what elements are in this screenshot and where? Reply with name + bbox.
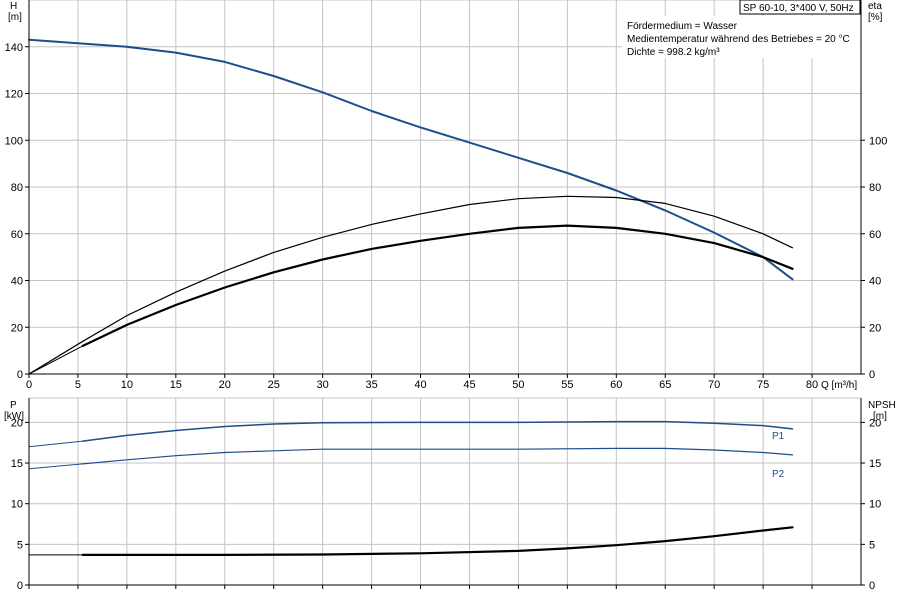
- left-tick-label: 40: [11, 276, 23, 288]
- x-tick-label: 20: [219, 379, 231, 391]
- info-line-temperature: Medientemperatur während des Betriebes =…: [627, 34, 850, 45]
- P1-extension: [28, 440, 84, 448]
- H-curve: [28, 38, 794, 281]
- right-tick-label: 10: [869, 499, 881, 511]
- bottom-left-axis-label-2: [kW]: [4, 411, 24, 422]
- right-tick-label: 40: [869, 276, 881, 288]
- H-curve-extension: [28, 39, 79, 44]
- x-tick-label: 35: [365, 379, 377, 391]
- right-tick-label: 5: [869, 539, 875, 551]
- top-left-axis-label-1: H: [10, 1, 17, 12]
- series-label-p2: P2: [772, 469, 785, 480]
- x-tick-label: 60: [610, 379, 622, 391]
- top-right-axis-label-1: eta: [868, 1, 882, 12]
- title-box-text: SP 60-10, 3*400 V, 50Hz: [743, 3, 854, 14]
- left-tick-label: 20: [11, 322, 23, 334]
- left-tick-label: 15: [11, 458, 23, 470]
- right-tick-label: 60: [869, 229, 881, 241]
- eta-curve-bold: [81, 224, 794, 347]
- NPSH-curve: [81, 526, 794, 557]
- x-tick-label: 15: [170, 379, 182, 391]
- right-tick-label: 80: [869, 182, 881, 194]
- top-panel-series: [28, 38, 794, 375]
- bottom-panel-series: [28, 420, 794, 557]
- left-tick-label: 20: [11, 417, 23, 429]
- left-tick-label: 0: [17, 369, 23, 381]
- top-panel-ticks: 0 5 10 15 20 25 30 35 40 45 50 55 60 65 70 75 80 0 20 40 60 8…: [5, 0, 887, 391]
- left-tick-label: 5: [17, 539, 23, 551]
- eta-curve-thin: [28, 195, 794, 375]
- x-tick-label: 25: [268, 379, 280, 391]
- x-tick-label: 55: [561, 379, 573, 391]
- P2-extension: [28, 463, 84, 470]
- bottom-left-axis-label-1: P: [10, 400, 17, 411]
- right-tick-label: 0: [869, 369, 875, 381]
- info-background: [622, 16, 860, 58]
- left-tick-label: 120: [5, 89, 23, 101]
- info-line-medium: Fördermedium = Wasser: [627, 21, 738, 32]
- title-box: [739, 0, 861, 15]
- left-tick-label: 0: [17, 580, 23, 592]
- left-tick-label: 80: [11, 182, 23, 194]
- right-tick-label: 20: [869, 417, 881, 429]
- x-tick-label: 10: [121, 379, 133, 391]
- bottom-right-axis-label-1: NPSH: [868, 400, 896, 411]
- x-tick-label: 30: [317, 379, 329, 391]
- right-tick-label: 100: [869, 135, 887, 147]
- left-tick-label: 140: [5, 42, 23, 54]
- x-tick-label: 45: [463, 379, 475, 391]
- top-right-axis-label-2: [%]: [868, 12, 883, 23]
- left-tick-label: 100: [5, 135, 23, 147]
- P2-curve: [82, 447, 794, 465]
- x-tick-label: 70: [708, 379, 720, 391]
- info-line-density: Dichte = 998.2 kg/m³: [627, 47, 720, 58]
- x-tick-label: 5: [75, 379, 81, 391]
- bottom-right-axis-label-2: [m]: [873, 411, 887, 422]
- left-tick-label: 10: [11, 499, 23, 511]
- x-axis-label: Q [m³/h]: [821, 380, 857, 391]
- x-tick-label: 50: [512, 379, 524, 391]
- P1-curve: [82, 420, 794, 442]
- right-tick-label: 15: [869, 458, 881, 470]
- bottom-panel-ticks: 0 5 10 15 20 0 5 10 15 20: [11, 398, 881, 592]
- x-tick-label: 80: [806, 379, 818, 391]
- left-tick-label: 60: [11, 229, 23, 241]
- eta-curve-lead: [28, 345, 84, 375]
- top-left-axis-label-2: [m]: [8, 12, 22, 23]
- x-tick-label: 75: [757, 379, 769, 391]
- series-label-p1: P1: [772, 431, 785, 442]
- right-tick-label: 0: [869, 580, 875, 592]
- x-tick-label: 65: [659, 379, 671, 391]
- x-tick-label: 40: [414, 379, 426, 391]
- right-tick-label: 20: [869, 322, 881, 334]
- x-tick-label: 0: [26, 379, 32, 391]
